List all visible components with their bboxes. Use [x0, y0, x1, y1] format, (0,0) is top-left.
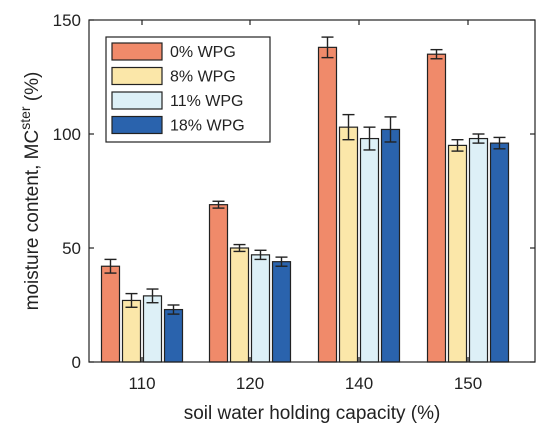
bar-110-series-3: [163, 308, 184, 363]
bar-140-series-2: [359, 137, 380, 363]
legend-swatch-series-0: [111, 42, 163, 61]
bar-120-series-2: [250, 254, 271, 363]
y-axis-label: moisture content, MCster (%): [17, 72, 43, 311]
legend-label-series-0: 0% WPG: [170, 44, 236, 61]
x-tick-label-140: 140: [345, 374, 373, 393]
bar-150-series-0: [426, 53, 447, 363]
x-axis: 110 120 140 150: [128, 20, 482, 393]
bar-140-series-1: [338, 126, 359, 363]
bar-120-series-1: [229, 247, 250, 363]
bar-150-series-1: [447, 144, 468, 363]
bar-120-series-0: [208, 204, 229, 363]
y-tick-label-50: 50: [62, 239, 81, 258]
bar-110-series-0: [100, 265, 121, 363]
legend-swatch-series-3: [111, 115, 163, 135]
bar-150-series-3: [489, 142, 510, 363]
y-axis-label-main: moisture content, MC: [22, 130, 43, 311]
legend-label-series-1: 8% WPG: [170, 69, 236, 86]
x-tick-label-120: 120: [236, 374, 264, 393]
bar-150-series-2: [468, 137, 489, 363]
legend-swatch-series-1: [111, 66, 163, 86]
y-axis-label-suffix: (%): [22, 72, 43, 107]
plot-frame: [88, 19, 536, 363]
errorbars-layer: [104, 36, 506, 315]
bar-110-series-2: [142, 295, 163, 363]
x-tick-label-150: 150: [454, 374, 482, 393]
y-tick-label-100: 100: [53, 125, 81, 144]
x-axis-label: soil water holding capacity (%): [184, 403, 441, 424]
bar-140-series-0: [317, 46, 338, 363]
legend-label-series-3: 18% WPG: [170, 118, 245, 135]
y-axis: 0 50 100 150: [53, 11, 535, 372]
legend-swatch-series-2: [111, 91, 163, 110]
bar-140-series-3: [380, 128, 401, 363]
y-axis-label-superscript: ster: [17, 106, 33, 130]
bar-120-series-3: [271, 261, 292, 363]
y-tick-label-150: 150: [53, 11, 81, 30]
legend-label-series-2: 11% WPG: [170, 93, 244, 110]
bar-110-series-1: [121, 299, 142, 363]
x-tick-label-110: 110: [128, 374, 155, 393]
y-tick-label-0: 0: [72, 353, 81, 372]
legend: 0% WPG 8% WPG 11% WPG 18% WPG: [105, 36, 271, 143]
